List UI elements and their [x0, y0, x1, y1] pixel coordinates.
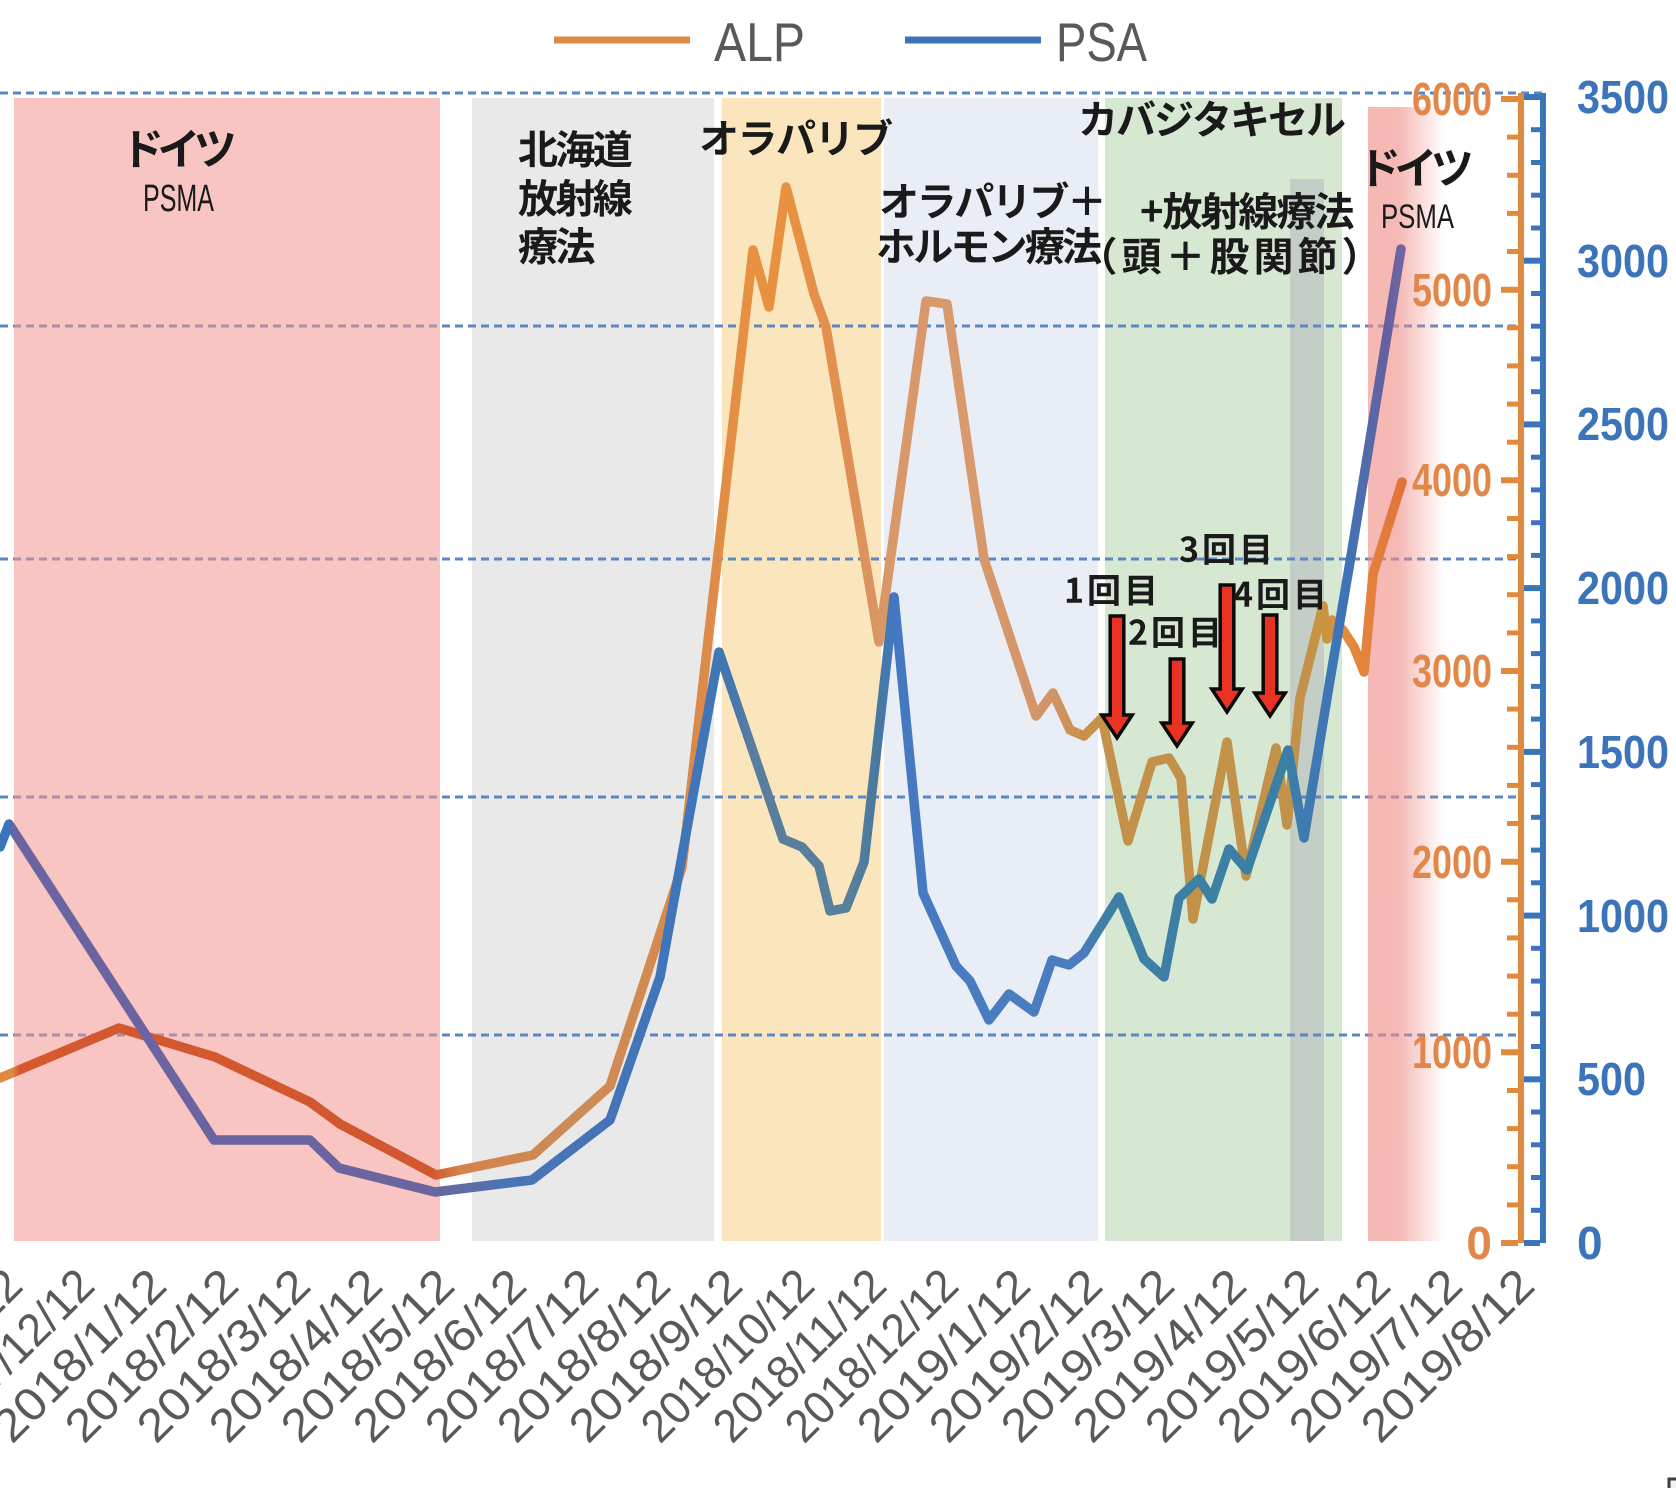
svg-text:6000: 6000 — [1412, 73, 1492, 125]
svg-text:2000: 2000 — [1412, 836, 1492, 888]
svg-text:4000: 4000 — [1412, 454, 1492, 506]
svg-text:1500: 1500 — [1577, 726, 1669, 778]
svg-text:2000: 2000 — [1577, 562, 1669, 614]
svg-text:500: 500 — [1577, 1053, 1646, 1105]
svg-text:1000: 1000 — [1412, 1026, 1492, 1078]
svg-text:3000: 3000 — [1412, 645, 1492, 697]
svg-text:PSA: PSA — [1056, 11, 1147, 73]
svg-text:0: 0 — [1577, 1217, 1603, 1269]
svg-text:3000: 3000 — [1577, 235, 1669, 287]
svg-text:0: 0 — [1466, 1217, 1492, 1269]
svg-text:PSMA: PSMA — [1381, 198, 1454, 236]
svg-text:1000: 1000 — [1577, 890, 1669, 942]
svg-text:2500: 2500 — [1577, 398, 1669, 450]
svg-text:5000: 5000 — [1412, 264, 1492, 316]
svg-text:PSMA: PSMA — [143, 178, 214, 220]
svg-text:3500: 3500 — [1577, 71, 1669, 123]
svg-text:ALP: ALP — [714, 11, 805, 73]
